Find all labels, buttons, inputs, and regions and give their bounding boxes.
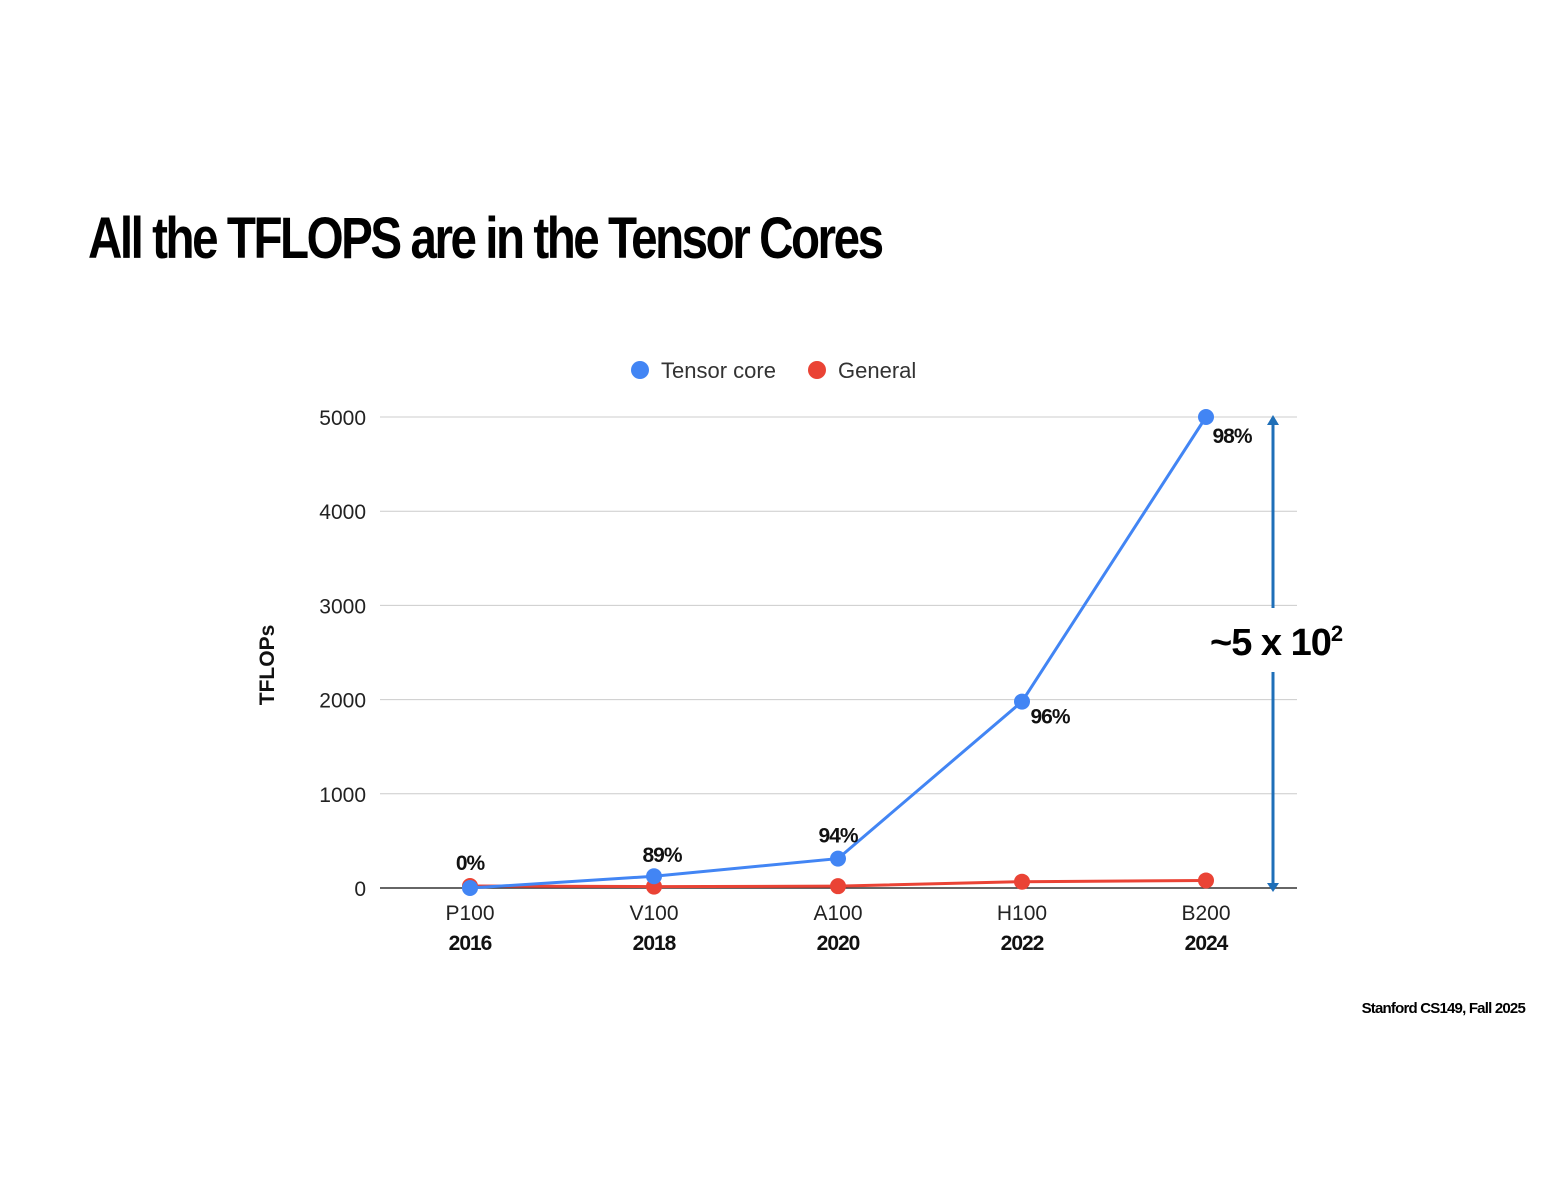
legend-marker: [631, 361, 649, 379]
y-axis-label: TFLOPs: [256, 625, 279, 706]
ratio-annotation: ~5 x 102: [1210, 415, 1344, 892]
data-point-tensor-core: [1198, 409, 1214, 425]
slide-title: All the TFLOPS are in the Tensor Cores: [88, 206, 884, 271]
data-point-tensor-core: [830, 850, 846, 867]
data-point-general: [1198, 872, 1214, 889]
x-tick-year: 2022: [1001, 932, 1044, 955]
y-tick-label: 1000: [319, 784, 366, 807]
series-line-tensor-core: [469, 416, 1208, 890]
x-tick-year: 2020: [817, 932, 860, 955]
data-point-general: [1014, 873, 1030, 890]
point-percent-label: 94%: [818, 825, 858, 848]
data-point-general: [830, 878, 846, 895]
legend-label: General: [838, 358, 916, 383]
legend-marker: [808, 361, 826, 379]
ratio-text: ~5 x 10: [1210, 622, 1331, 664]
data-point-tensor-core: [646, 868, 662, 885]
x-tick-label: A100: [813, 902, 862, 925]
data-point-tensor-core: [462, 880, 478, 896]
ratio-exponent: 2: [1331, 621, 1343, 646]
y-tick-label: 5000: [319, 407, 366, 430]
legend-label: Tensor core: [661, 358, 776, 383]
svg-text:~5 x 102: ~5 x 102: [1210, 621, 1343, 664]
data-point-tensor-core: [1014, 693, 1030, 710]
y-tick-label: 2000: [319, 690, 366, 713]
x-tick-label: H100: [997, 902, 1047, 925]
arrowhead-up: [1267, 415, 1279, 425]
x-tick-year: 2024: [1185, 932, 1229, 955]
x-tick-label: B200: [1181, 902, 1230, 925]
y-tick-label: 0: [354, 878, 366, 901]
point-percent-label: 89%: [642, 844, 682, 867]
slide-footer: Stanford CS149, Fall 2025: [1361, 1000, 1526, 1017]
y-tick-label: 4000: [319, 501, 366, 524]
x-tick-label: V100: [629, 902, 678, 925]
y-tick-label: 3000: [319, 595, 366, 618]
arrowhead-down: [1267, 883, 1279, 892]
point-percent-label: 0%: [456, 852, 486, 875]
x-tick-label: P100: [445, 902, 494, 925]
x-tick-year: 2016: [449, 932, 492, 955]
x-tick-year: 2018: [633, 932, 677, 955]
point-percent-label: 96%: [1030, 706, 1070, 729]
point-percent-label: 98%: [1212, 425, 1252, 448]
